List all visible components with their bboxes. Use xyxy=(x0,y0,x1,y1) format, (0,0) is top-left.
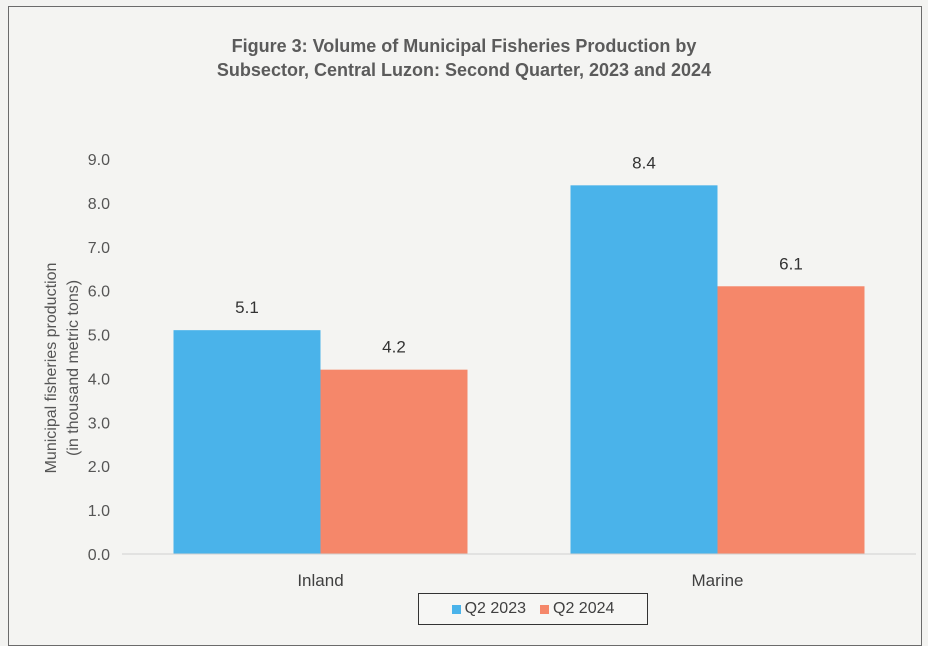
bar-data-label: 5.1 xyxy=(235,298,259,317)
y-tick-label: 3.0 xyxy=(88,415,110,432)
bar-data-label: 4.2 xyxy=(382,338,406,357)
bar-data-label: 8.4 xyxy=(632,153,656,172)
chart-title-line-1: Figure 3: Volume of Municipal Fisheries … xyxy=(231,36,697,56)
y-axis-title-line-1: Municipal fisheries production xyxy=(43,263,60,474)
legend-swatch-q2-2024 xyxy=(540,604,549,614)
bar-marine-q2-2024 xyxy=(717,286,865,554)
y-tick-label: 8.0 xyxy=(88,196,110,213)
legend: Q2 2023 Q2 2024 xyxy=(418,593,648,625)
legend-label-q2-2024: Q2 2024 xyxy=(553,600,615,617)
chart-title: Figure 3: Volume of Municipal Fisheries … xyxy=(0,34,928,82)
y-tick-label: 1.0 xyxy=(88,503,110,520)
y-axis-title: Municipal fisheries production (in thous… xyxy=(43,263,82,474)
x-tick-label: Inland xyxy=(297,571,343,590)
y-tick-label: 2.0 xyxy=(88,459,110,476)
bar-chart: Municipal fisheries production (in thous… xyxy=(43,152,916,590)
y-tick-label: 6.0 xyxy=(88,284,110,301)
y-tick-label: 4.0 xyxy=(88,371,110,388)
bar-data-labels: 5.1 4.2 8.4 6.1 xyxy=(235,153,803,356)
y-tick-label: 7.0 xyxy=(88,240,110,257)
bar-inland-q2-2024 xyxy=(320,369,468,554)
bars xyxy=(173,185,865,555)
bar-inland-q2-2023 xyxy=(173,330,321,554)
bar-marine-q2-2023 xyxy=(570,185,718,555)
legend-item-q2-2024: Q2 2024 xyxy=(540,600,614,618)
y-axis-ticks: 0.0 1.0 2.0 3.0 4.0 5.0 6.0 7.0 8.0 9.0 xyxy=(88,152,110,564)
chart-title-line-2: Subsector, Central Luzon: Second Quarter… xyxy=(216,60,712,80)
x-axis-ticks: Inland Marine xyxy=(297,571,743,590)
y-tick-label: 5.0 xyxy=(88,328,110,345)
legend-label-q2-2023: Q2 2023 xyxy=(464,600,526,617)
legend-swatch-q2-2023 xyxy=(451,604,461,614)
y-axis-title-line-2: (in thousand metric tons) xyxy=(65,280,82,456)
x-tick-label: Marine xyxy=(692,571,744,590)
y-tick-label: 0.0 xyxy=(88,547,110,564)
legend-item-q2-2023: Q2 2023 xyxy=(451,600,526,618)
y-tick-label: 9.0 xyxy=(88,152,110,169)
bar-data-label: 6.1 xyxy=(779,254,803,273)
